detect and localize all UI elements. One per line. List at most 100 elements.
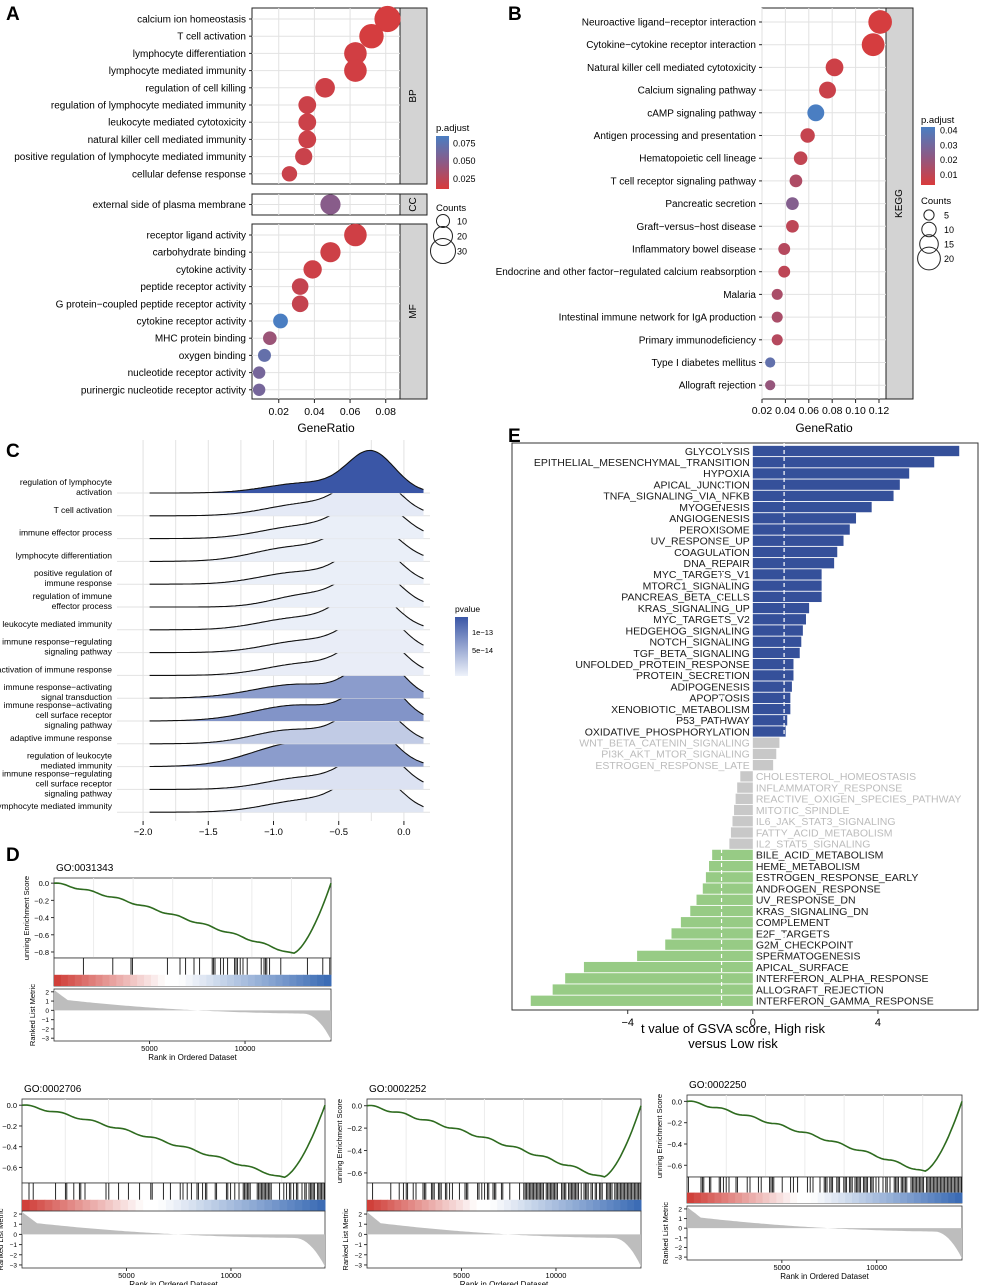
x-tick-label: 0 <box>750 1017 756 1029</box>
metric-heat-cell <box>324 974 332 986</box>
ridge-label: signaling pathway <box>44 720 112 730</box>
metric-heat-cell <box>130 974 138 986</box>
bar-label: UV_RESPONSE_DN <box>756 895 856 907</box>
bar-label: PROTEIN_SECRETION <box>636 670 750 682</box>
ridge-label: effector process <box>52 601 112 611</box>
metric-heat-cell <box>240 974 249 986</box>
x-axis-title: GeneRatio <box>297 421 355 435</box>
color-legend-tick-label: 0.050 <box>453 156 476 166</box>
ridge-label: cell surface receptor <box>35 778 112 788</box>
metric-heat-cell <box>606 1199 615 1211</box>
metric-heat-cell <box>256 1199 265 1211</box>
metric-heat-cell <box>37 1199 46 1211</box>
gsva-bar <box>752 535 844 546</box>
bar-label: MTORC1_SIGNALING <box>643 580 750 592</box>
ridge-label: signal transduction <box>41 692 112 702</box>
term-dot <box>252 366 266 379</box>
term-label: Calcium signaling pathway <box>638 86 756 97</box>
bar-label: DNA_REPAIR <box>683 558 750 570</box>
metric-heat-cell <box>524 1199 532 1211</box>
bar-label: HEME_METABOLISM <box>756 861 860 873</box>
gsva-bar <box>752 558 835 569</box>
x-tick-label: 0.04 <box>304 406 325 418</box>
size-legend-label: 10 <box>457 217 467 227</box>
metric-heat-cell <box>241 1199 250 1211</box>
term-label: peptide receptor activity <box>140 282 246 293</box>
metric-tick-label: −1 <box>675 1235 683 1242</box>
metric-tick-label: 1 <box>678 1216 682 1223</box>
term-label: nucleotide receptor activity <box>128 368 246 379</box>
metric-heat-cell <box>558 1199 567 1211</box>
term-label: regulation of lymphocyte mediated immuni… <box>51 101 246 112</box>
gsva-bar <box>680 917 753 928</box>
metric-heat-cell <box>135 1199 144 1211</box>
gsva-bar <box>665 939 753 950</box>
gsva-bar <box>702 883 753 894</box>
term-dot <box>868 10 892 34</box>
metric-heat-cell <box>620 1199 628 1211</box>
gsea-title: GO:0002250 <box>689 1080 747 1091</box>
bar-label: REACTIVE_OXIGEN_SPECIES_PATHWAY <box>756 794 962 806</box>
metric-plot-area <box>53 988 332 1042</box>
metric-heat-cell <box>886 1192 894 1203</box>
metric-heat-cell <box>613 1199 621 1211</box>
color-legend-tick-label: 0.03 <box>940 140 958 150</box>
metric-heat-cell <box>394 1199 402 1211</box>
x-tick-label: 0.04 <box>775 405 796 417</box>
x-tick-label: −1.5 <box>199 827 218 838</box>
metric-heat-cell <box>234 1199 243 1211</box>
x-axis-title: versus Low risk <box>688 1036 778 1051</box>
metric-heat-cell <box>414 1199 423 1211</box>
metric-tick-label: 1 <box>45 999 49 1006</box>
running-es-line <box>21 1104 326 1179</box>
x-tick-label: 5000 <box>118 1271 135 1280</box>
ridge-label: regulation of leukocyte <box>27 751 112 761</box>
metric-heat-cell <box>401 1199 409 1211</box>
metric-heat-cell <box>275 974 284 986</box>
term-label: lymphocyte differentiation <box>133 49 246 60</box>
x-tick-label: 0.12 <box>869 405 890 417</box>
metric-heat-cell <box>158 1199 167 1211</box>
metric-tick-label: −2 <box>42 1026 50 1033</box>
metric-heat-cell <box>137 974 145 986</box>
color-legend-tick-label: 1e−13 <box>472 628 493 637</box>
size-legend-circle <box>917 246 941 271</box>
term-dot <box>252 383 266 396</box>
metric-heat-cell <box>206 974 214 986</box>
bar-label: INTERFERON_GAMMA_RESPONSE <box>756 996 934 1008</box>
metric-heat-cell <box>728 1192 736 1203</box>
ridge-label: immune response <box>44 578 112 588</box>
ridge-area <box>149 450 424 493</box>
bar-label: ANDROGEN_RESPONSE <box>756 883 881 895</box>
ridge-label: signaling pathway <box>44 788 112 798</box>
metric-heat-cell <box>941 1192 949 1203</box>
metric-heat-cell <box>192 974 200 986</box>
gsva-bar <box>752 479 900 490</box>
term-dot <box>273 313 288 329</box>
metric-heat-cell <box>586 1199 594 1211</box>
es-tick-label: −0.8 <box>34 948 49 957</box>
bar-label: P53_PATHWAY <box>676 715 750 727</box>
term-label: cytokine activity <box>176 265 246 276</box>
gsea-plot: 0.0−0.2−0.4−0.6GO:0002706unning Enrichme… <box>0 1084 326 1285</box>
metric-tick-label: 2 <box>13 1212 17 1219</box>
metric-heat-cell <box>302 1199 311 1211</box>
x-axis-title: Rank in Ordered Dataset <box>780 1272 869 1281</box>
size-legend-label: 10 <box>944 225 954 235</box>
metric-tick-label: −1 <box>10 1242 18 1249</box>
gsea-plot: 0.0 −0.2 −0.4 −0.6 GO:0002250 unning Enrichme… <box>655 1080 963 1281</box>
gsva-bar <box>735 793 753 804</box>
term-dot <box>771 288 783 300</box>
bar-label: PANCREAS_BETA_CELLS <box>621 592 750 604</box>
gsva-bar <box>752 647 800 659</box>
metric-heat-cell <box>900 1192 908 1203</box>
color-legend-tick-label: 0.075 <box>453 139 476 149</box>
term-label: Intestinal immune network for IgA produc… <box>559 313 756 324</box>
term-dot <box>765 380 776 391</box>
term-dot <box>789 174 803 188</box>
x-tick-label: 4 <box>875 1017 881 1029</box>
size-legend-circle <box>923 209 935 221</box>
metric-tick-label: −1 <box>355 1242 363 1249</box>
metric-heat-cell <box>893 1192 901 1203</box>
metric-heat-cell <box>934 1192 942 1203</box>
